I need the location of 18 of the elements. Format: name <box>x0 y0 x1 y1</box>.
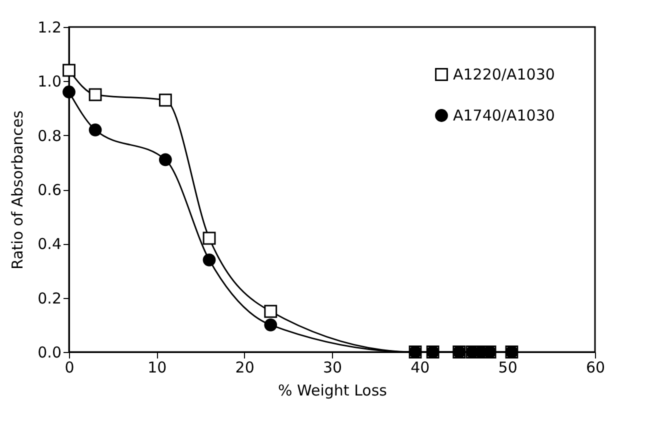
legend-label: A1220/A1030 <box>453 66 555 84</box>
y-tick-label: 1.0 <box>38 72 62 91</box>
x-tick-label: 10 <box>148 358 167 376</box>
y-tick-label: 0.8 <box>38 126 62 145</box>
y-axis-title: Ratio of Absorbances <box>8 110 27 270</box>
x-tick-label: 30 <box>322 358 342 376</box>
x-tick-label: 0 <box>64 358 74 376</box>
y-tick-label: 0.6 <box>38 181 62 199</box>
y-tick-label: 1.2 <box>38 18 62 36</box>
legend-label: A1740/A1030 <box>453 106 555 124</box>
x-tick-label: 40 <box>410 358 430 376</box>
y-tick-label: 0.4 <box>38 235 62 254</box>
y-tick-label: 0.2 <box>38 289 62 308</box>
x-tick-label: 60 <box>586 358 606 376</box>
x-axis-title: % Weight Loss <box>278 382 388 400</box>
x-tick-label: 50 <box>498 358 518 376</box>
y-tick-label: 0.0 <box>38 344 62 362</box>
x-tick-label: 20 <box>235 358 254 376</box>
